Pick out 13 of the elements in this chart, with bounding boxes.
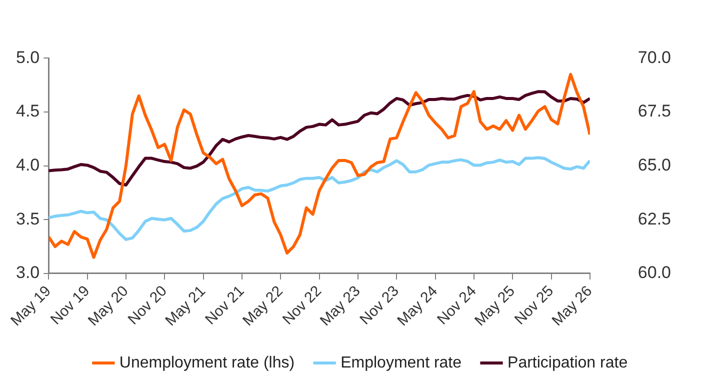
y-tick-label: 4.5 [16, 102, 40, 121]
y2-tick-label: 65.0 [638, 156, 672, 175]
y-tick-label: 5.0 [16, 48, 40, 67]
y2-tick-label: 60.0 [638, 263, 672, 282]
y2-tick-label: 67.5 [638, 102, 672, 121]
legend-label: Employment rate [340, 354, 462, 372]
legend-label: Participation rate [508, 354, 628, 372]
y-tick-label: 3.5 [16, 209, 40, 228]
y2-tick-label: 62.5 [638, 209, 672, 228]
y2-tick-label: 70.0 [638, 48, 672, 67]
y-tick-label: 4.0 [16, 156, 40, 175]
legend-label: Unemployment rate (lhs) [119, 354, 295, 372]
y-tick-label: 3.0 [16, 263, 40, 282]
